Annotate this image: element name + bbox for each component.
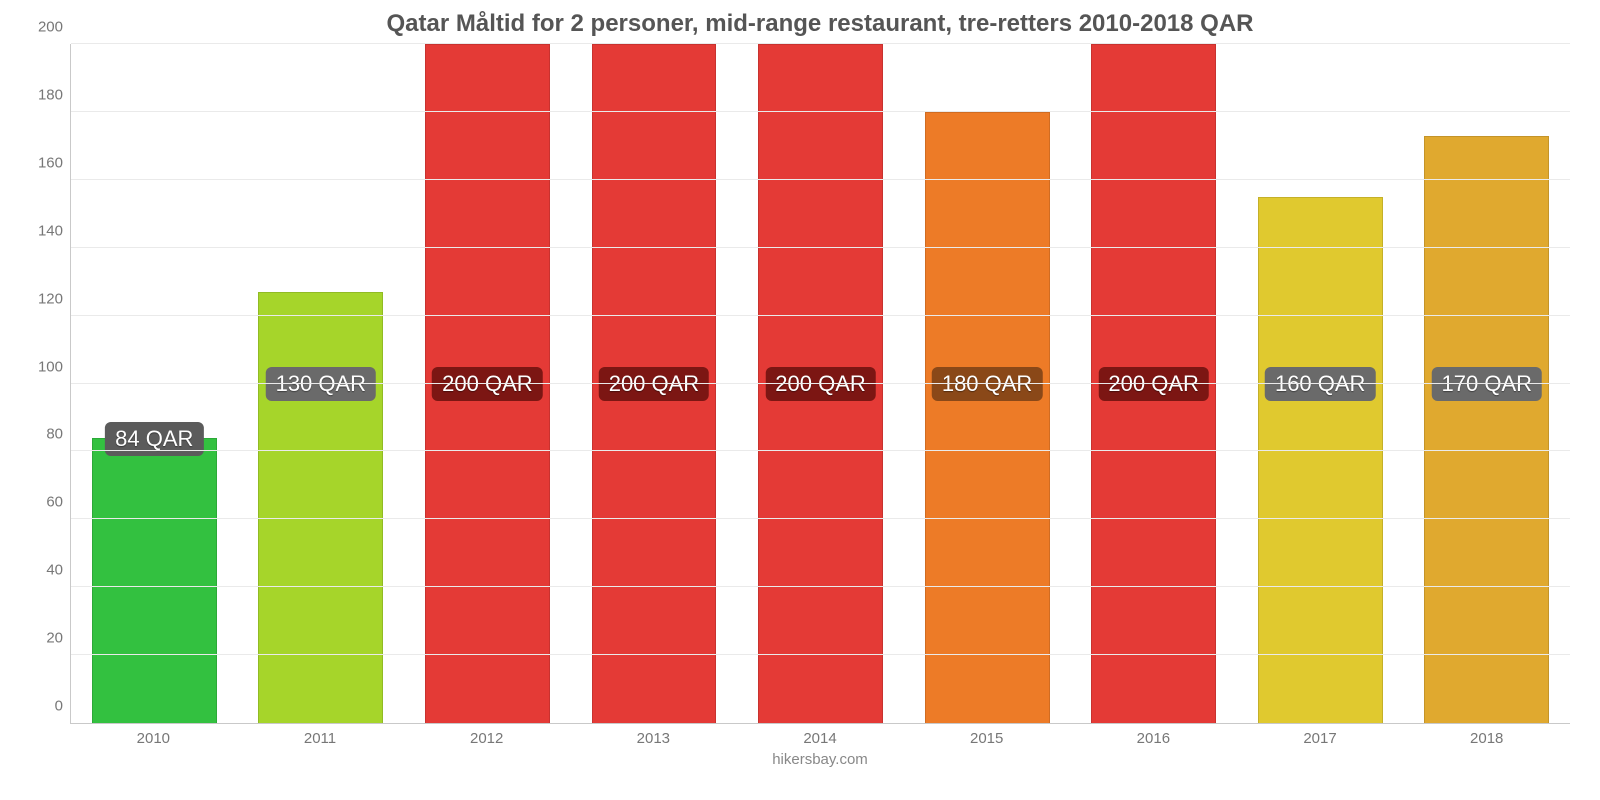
bar-value-label: 200 QAR <box>765 367 876 401</box>
grid-line <box>71 518 1570 519</box>
bar-value-label: 180 QAR <box>932 367 1043 401</box>
bar-value-label: 160 QAR <box>1265 367 1376 401</box>
x-tick-label: 2017 <box>1237 730 1404 747</box>
y-tick-label: 140 <box>21 222 63 239</box>
grid-line <box>71 383 1570 384</box>
bar: 200 QAR <box>592 44 717 723</box>
bar: 180 QAR <box>925 112 1050 723</box>
bar-slot: 170 QAR <box>1404 44 1571 723</box>
x-tick-label: 2018 <box>1403 730 1570 747</box>
y-tick-label: 200 <box>21 19 63 36</box>
x-tick-label: 2016 <box>1070 730 1237 747</box>
bar-slot: 200 QAR <box>404 44 571 723</box>
x-axis-labels: 201020112012201320142015201620172018 <box>70 730 1570 747</box>
plot-area: 84 QAR 130 QAR 200 QAR 200 QAR 200 QAR 180 QA… <box>70 44 1570 724</box>
x-tick-label: 2012 <box>403 730 570 747</box>
bars-container: 84 QAR 130 QAR 200 QAR 200 QAR 200 QAR 180 QA… <box>71 44 1570 723</box>
y-tick-label: 120 <box>21 290 63 307</box>
y-tick-label: 0 <box>21 698 63 715</box>
chart-title: Qatar Måltid for 2 personer, mid-range r… <box>70 10 1570 38</box>
bar-slot: 130 QAR <box>238 44 405 723</box>
bar: 160 QAR <box>1258 197 1383 723</box>
bar: 200 QAR <box>758 44 883 723</box>
source-label: hikersbay.com <box>70 751 1570 768</box>
x-tick-label: 2014 <box>737 730 904 747</box>
bar: 84 QAR <box>92 438 217 723</box>
bar: 200 QAR <box>425 44 550 723</box>
bar: 200 QAR <box>1091 44 1216 723</box>
y-tick-label: 80 <box>21 426 63 443</box>
bar-value-label: 200 QAR <box>1098 367 1209 401</box>
bar-slot: 200 QAR <box>737 44 904 723</box>
bar-slot: 160 QAR <box>1237 44 1404 723</box>
y-tick-label: 180 <box>21 86 63 103</box>
grid-line <box>71 111 1570 112</box>
bar: 130 QAR <box>258 292 383 723</box>
bar-value-label: 130 QAR <box>266 367 377 401</box>
grid-line <box>71 586 1570 587</box>
grid-line <box>71 247 1570 248</box>
grid-line <box>71 179 1570 180</box>
x-tick-label: 2015 <box>903 730 1070 747</box>
x-tick-label: 2010 <box>70 730 237 747</box>
grid-line <box>71 654 1570 655</box>
grid-line <box>71 315 1570 316</box>
bar-value-label: 200 QAR <box>432 367 543 401</box>
y-tick-label: 160 <box>21 154 63 171</box>
bar-value-label: 170 QAR <box>1432 367 1543 401</box>
y-tick-label: 20 <box>21 630 63 647</box>
y-tick-label: 100 <box>21 358 63 375</box>
bar-slot: 180 QAR <box>904 44 1071 723</box>
bar-slot: 200 QAR <box>1070 44 1237 723</box>
grid-line <box>71 43 1570 44</box>
y-tick-label: 60 <box>21 494 63 511</box>
bar-value-label: 200 QAR <box>599 367 710 401</box>
bar-chart: Qatar Måltid for 2 personer, mid-range r… <box>0 0 1600 800</box>
x-tick-label: 2011 <box>237 730 404 747</box>
grid-line <box>71 450 1570 451</box>
x-tick-label: 2013 <box>570 730 737 747</box>
bar-slot: 84 QAR <box>71 44 238 723</box>
y-tick-label: 40 <box>21 562 63 579</box>
bar: 170 QAR <box>1424 136 1549 723</box>
bar-slot: 200 QAR <box>571 44 738 723</box>
